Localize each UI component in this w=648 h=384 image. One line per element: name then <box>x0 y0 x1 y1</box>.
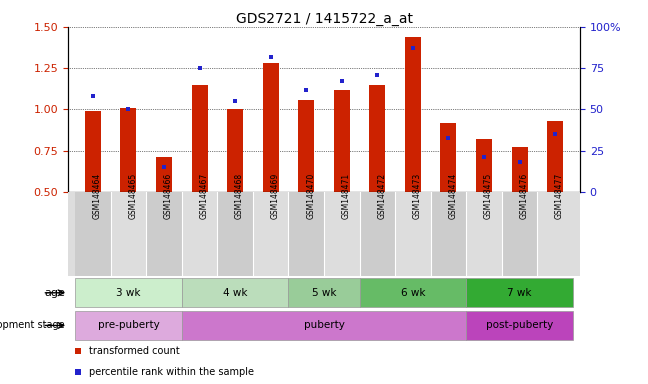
Bar <box>75 278 182 308</box>
Bar <box>182 311 466 340</box>
Bar <box>466 278 573 308</box>
Text: post-puberty: post-puberty <box>486 320 553 331</box>
Text: GSM148477: GSM148477 <box>555 173 564 219</box>
Bar <box>324 192 360 276</box>
Bar <box>182 278 288 308</box>
Text: GSM148467: GSM148467 <box>200 173 209 219</box>
Text: transformed count: transformed count <box>89 346 179 356</box>
Text: 5 wk: 5 wk <box>312 288 336 298</box>
Bar <box>121 108 137 192</box>
Bar <box>182 192 217 276</box>
Text: 4 wk: 4 wk <box>223 288 248 298</box>
Text: GSM148476: GSM148476 <box>520 173 529 219</box>
Bar <box>405 37 421 192</box>
Text: percentile rank within the sample: percentile rank within the sample <box>89 367 253 377</box>
Bar <box>511 147 527 192</box>
Bar <box>288 192 324 276</box>
Bar <box>395 192 431 276</box>
Bar <box>75 311 182 340</box>
Text: GSM148464: GSM148464 <box>93 173 102 219</box>
Bar <box>369 85 386 192</box>
Text: 7 wk: 7 wk <box>507 288 532 298</box>
Bar <box>111 192 146 276</box>
Title: GDS2721 / 1415722_a_at: GDS2721 / 1415722_a_at <box>235 12 413 26</box>
Bar <box>253 192 288 276</box>
Text: development stage: development stage <box>0 320 65 331</box>
Bar <box>360 192 395 276</box>
Bar <box>192 85 207 192</box>
Text: GSM148474: GSM148474 <box>448 173 457 219</box>
Text: 6 wk: 6 wk <box>400 288 425 298</box>
Text: GSM148473: GSM148473 <box>413 173 422 219</box>
Bar <box>262 63 279 192</box>
Bar <box>441 122 456 192</box>
Bar <box>156 157 172 192</box>
Text: GSM148466: GSM148466 <box>164 173 173 219</box>
Bar <box>227 109 243 192</box>
Bar <box>476 139 492 192</box>
Bar <box>466 192 502 276</box>
Text: GSM148475: GSM148475 <box>484 173 493 219</box>
Bar <box>85 111 101 192</box>
Bar <box>431 192 466 276</box>
Text: GSM148465: GSM148465 <box>128 173 137 219</box>
Text: 3 wk: 3 wk <box>116 288 141 298</box>
Bar <box>502 192 537 276</box>
Bar <box>537 192 573 276</box>
Bar <box>466 311 573 340</box>
Bar <box>547 121 563 192</box>
Text: GSM148469: GSM148469 <box>271 173 280 219</box>
Bar <box>298 99 314 192</box>
Text: GSM148472: GSM148472 <box>377 173 386 219</box>
Text: GSM148471: GSM148471 <box>341 173 351 219</box>
Bar <box>146 192 182 276</box>
Bar <box>334 89 350 192</box>
Bar <box>217 192 253 276</box>
Text: GSM148468: GSM148468 <box>235 173 244 219</box>
Text: pre-puberty: pre-puberty <box>98 320 159 331</box>
Text: puberty: puberty <box>303 320 345 331</box>
Bar <box>360 278 466 308</box>
Bar <box>288 278 360 308</box>
Bar <box>75 192 111 276</box>
Text: age: age <box>44 288 65 298</box>
Text: GSM148470: GSM148470 <box>307 173 315 219</box>
